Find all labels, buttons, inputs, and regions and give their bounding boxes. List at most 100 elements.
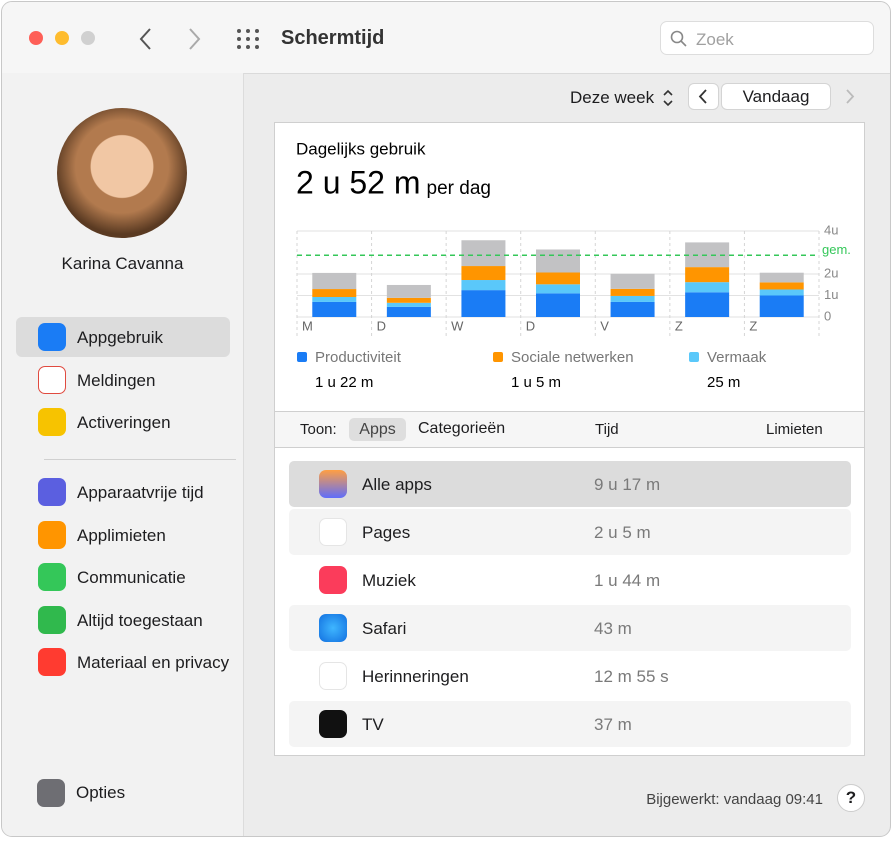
updated-label: Bijgewerkt: vandaag 09:41 [646, 791, 823, 808]
y-tick-label: 2u [824, 265, 838, 280]
icon [38, 478, 66, 506]
table-header: Toon: Apps Categorieën Tijd Limieten [275, 411, 864, 448]
chevron [698, 89, 707, 104]
chart-summary: 2 u 52 m [296, 164, 421, 200]
nav-buttons [139, 28, 201, 50]
app-name: Muziek [362, 571, 416, 590]
sidebar-label: Meldingen [77, 371, 156, 390]
sidebar-item[interactable]: Materiaal en privacy [16, 642, 230, 682]
legend-total: 1 u 5 m [511, 374, 561, 391]
back-button[interactable] [139, 28, 151, 50]
bar-segment [685, 282, 730, 293]
bar-segment [312, 297, 357, 302]
period-selector[interactable]: Deze week [570, 88, 655, 107]
app-icon [319, 614, 347, 642]
app-time: 43 m [594, 619, 632, 638]
chart-title: Dagelijks gebruik [296, 139, 426, 158]
x-tick-label: Z [749, 318, 757, 333]
app-name: Herinneringen [362, 667, 469, 686]
chevron [846, 89, 855, 104]
app-row[interactable]: Pages 2 u 5 m [289, 509, 851, 555]
column-header[interactable]: Tijd [595, 421, 619, 438]
icon [38, 366, 66, 394]
average-label: gem. [822, 242, 851, 257]
tab[interactable]: Categorieën [418, 420, 506, 437]
sidebar-item[interactable]: Appgebruik [16, 317, 230, 357]
app-time: 1 u 44 m [594, 571, 661, 590]
bar-segment [610, 288, 655, 296]
app-name: Safari [362, 619, 407, 638]
search-field[interactable]: Zoek [660, 21, 874, 55]
bar-segment [312, 289, 357, 298]
legend-total: 25 m [707, 374, 740, 391]
search-icon [670, 30, 687, 47]
bar-segment [536, 272, 580, 285]
x-tick-label: W [451, 318, 464, 333]
app-row[interactable]: Herinneringen 12 m 55 s [289, 653, 851, 699]
grid-button[interactable] [236, 28, 262, 50]
legend-swatch [297, 352, 307, 362]
bar-segment [312, 272, 357, 290]
icon [38, 521, 66, 549]
app-icon [319, 710, 347, 738]
legend-label: Sociale netwerken [511, 349, 634, 366]
prev-period-button[interactable] [688, 83, 719, 110]
bar-segment [461, 290, 506, 317]
bar-segment [386, 302, 431, 307]
bar-segment [759, 282, 804, 290]
icon [38, 648, 66, 676]
app-time: 37 m [594, 715, 632, 734]
x-tick-label: V [600, 318, 609, 333]
legend-total: 1 u 22 m [315, 374, 373, 391]
bar-segment [461, 266, 506, 281]
app-row[interactable]: Muziek 1 u 44 m [289, 557, 851, 603]
column-header[interactable]: Limieten [766, 421, 823, 438]
app-icon [319, 566, 347, 594]
sidebar-item[interactable]: Altijd toegestaan [16, 600, 230, 640]
separator [44, 459, 236, 460]
sidebar-label: Communicatie [77, 568, 186, 587]
bar-segment [461, 280, 506, 291]
x-tick-label: Z [675, 318, 683, 333]
next-period-button[interactable] [835, 83, 864, 110]
app-row[interactable]: Safari 43 m [289, 605, 851, 651]
zoom-button[interactable] [81, 31, 95, 45]
options-icon[interactable] [37, 779, 65, 807]
app-row[interactable]: Alle apps 9 u 17 m [289, 461, 851, 507]
help-button[interactable]: ? [837, 784, 865, 812]
app-name: TV [362, 715, 384, 734]
minimize-button[interactable] [55, 31, 69, 45]
app-time: 9 u 17 m [594, 475, 661, 494]
today-button[interactable]: Vandaag [721, 83, 831, 110]
options-label[interactable]: Opties [76, 783, 126, 802]
bar-segment [386, 284, 431, 298]
tab[interactable]: Apps [349, 418, 406, 441]
legend-label: Vermaak [707, 349, 767, 366]
bar-segment [759, 272, 804, 283]
app-row[interactable]: TV 37 m [289, 701, 851, 747]
app-icon [319, 518, 347, 546]
window-title: Schermtijd [281, 27, 385, 49]
legend-label: Productiviteit [315, 349, 402, 366]
chart: Dagelijks gebruik 2 u 52 m per dag 0 1u 2u… [296, 139, 851, 391]
sidebar-item[interactable]: Apparaatvrije tijd [16, 472, 230, 512]
forward-button[interactable] [189, 28, 201, 50]
legend-swatch [689, 352, 699, 362]
toolbar: Schermtijd Zoek [2, 2, 890, 74]
show-label: Toon: [300, 421, 337, 438]
bar-segment [610, 273, 655, 289]
icon [38, 606, 66, 634]
bar-segment [461, 240, 506, 267]
avatar[interactable] [57, 108, 187, 238]
sidebar-item[interactable]: Activeringen [16, 402, 230, 442]
close-button[interactable] [29, 31, 43, 45]
app-icon [319, 662, 347, 690]
icon [38, 323, 66, 351]
sidebar-item[interactable]: Applimieten [16, 515, 230, 555]
sidebar-item[interactable]: Meldingen [16, 360, 230, 400]
period-chevron [663, 89, 673, 107]
legend-swatch [493, 352, 503, 362]
app-icon [319, 470, 347, 498]
sidebar-item[interactable]: Communicatie [16, 557, 230, 597]
